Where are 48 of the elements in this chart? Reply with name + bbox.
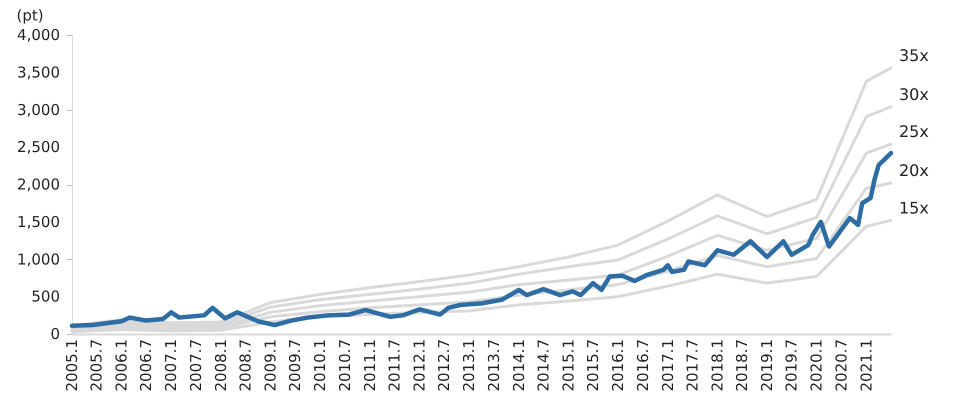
x-tick-label: 2021.1 bbox=[857, 339, 876, 392]
y-tick-label: 4,000 bbox=[17, 26, 60, 44]
x-tick-label: 2006.7 bbox=[137, 339, 156, 392]
x-tick-label: 2013.7 bbox=[484, 339, 503, 392]
x-tick-label: 2009.7 bbox=[286, 339, 304, 392]
x-tick-label: 2012.1 bbox=[410, 339, 428, 392]
x-tick-label: 2014.7 bbox=[534, 339, 552, 392]
x-tick-label: 2005.1 bbox=[63, 339, 81, 392]
y-tick-label: 1,500 bbox=[17, 212, 60, 231]
y-tick-label: 500 bbox=[31, 288, 60, 306]
x-tick-label: 2008.1 bbox=[212, 339, 230, 392]
x-tick-label: 2016.7 bbox=[634, 339, 652, 392]
x-tick-label: 2020.1 bbox=[808, 339, 826, 392]
x-tick-label: 2018.1 bbox=[708, 339, 726, 392]
x-tick-label: 2015.1 bbox=[559, 339, 578, 392]
x-tick-label: 2009.1 bbox=[262, 339, 280, 392]
x-tick-label: 2011.7 bbox=[385, 339, 404, 392]
y-tick-label: 2,500 bbox=[17, 138, 60, 156]
x-tick-label: 2007.1 bbox=[162, 339, 180, 392]
series-label: 15x bbox=[899, 198, 929, 218]
x-tick-label: 2013.1 bbox=[460, 339, 478, 392]
series-label: 35x bbox=[899, 46, 929, 65]
y-axis-title: (pt) bbox=[16, 6, 44, 24]
y-tick-label: 3,500 bbox=[17, 63, 60, 82]
x-tick-label: 2017.1 bbox=[658, 339, 677, 392]
series-label: 25x bbox=[899, 122, 929, 142]
x-tick-label: 2008.7 bbox=[236, 339, 255, 392]
x-tick-label: 2012.7 bbox=[435, 339, 454, 392]
y-tick-label: 3,000 bbox=[17, 100, 60, 119]
x-tick-label: 2007.7 bbox=[186, 339, 205, 392]
series-label: 30x bbox=[899, 84, 929, 104]
x-tick-label: 2014.1 bbox=[510, 339, 528, 392]
x-tick-label: 2006.1 bbox=[112, 339, 131, 392]
y-tick-label: 2,000 bbox=[17, 176, 60, 194]
y-tick-label: 0 bbox=[50, 325, 60, 343]
x-tick-label: 2016.1 bbox=[609, 339, 628, 392]
x-tick-label: 2005.7 bbox=[88, 339, 106, 392]
x-tick-label: 2010.7 bbox=[336, 339, 354, 392]
x-tick-label: 2010.1 bbox=[311, 339, 330, 392]
y-tick-label: 1,000 bbox=[17, 250, 60, 268]
x-tick-label: 2020.7 bbox=[832, 339, 850, 392]
x-tick-label: 2019.1 bbox=[758, 339, 776, 392]
x-tick-label: 2015.7 bbox=[584, 339, 602, 392]
x-tick-label: 2011.1 bbox=[360, 339, 379, 392]
series-label: 20x bbox=[899, 161, 929, 180]
x-tick-label: 2019.7 bbox=[782, 339, 801, 392]
x-tick-label: 2018.7 bbox=[733, 339, 752, 392]
x-tick-label: 2017.7 bbox=[683, 339, 702, 392]
